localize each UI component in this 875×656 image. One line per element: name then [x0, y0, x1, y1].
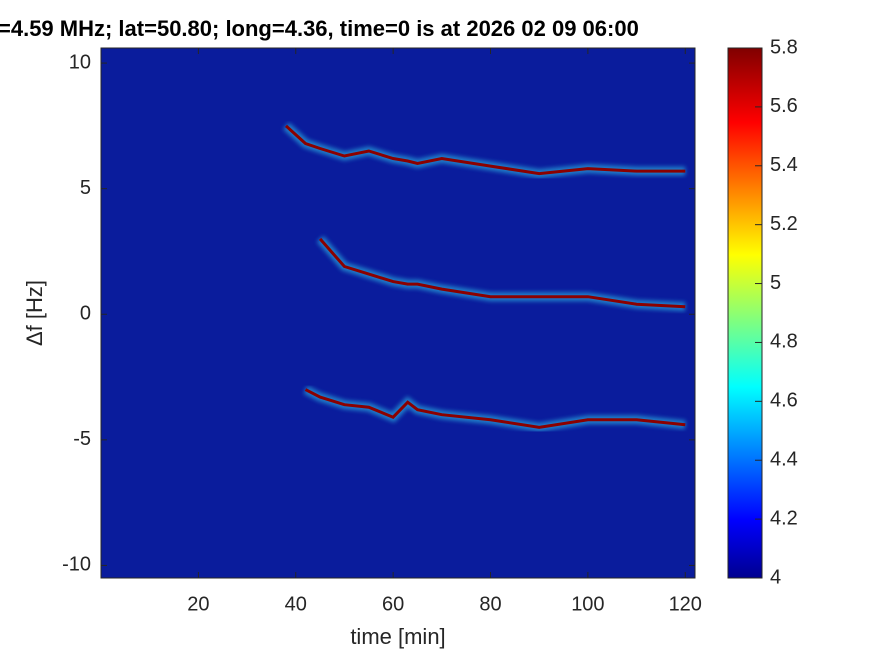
- trace: [284, 124, 686, 176]
- y-tick-label: 10: [69, 51, 91, 73]
- x-tick-label: 40: [285, 593, 307, 615]
- x-axis-label: time [min]: [350, 624, 445, 649]
- colorbar-tick-label: 4.6: [770, 390, 798, 412]
- colorbar-tick-label: 5.4: [770, 154, 798, 176]
- y-tick-label: -10: [62, 554, 91, 576]
- colorbar-tick-label: 4: [770, 566, 781, 588]
- x-tick-label: 120: [669, 593, 702, 615]
- x-tick-label: 60: [382, 593, 404, 615]
- axes-box: [100, 47, 696, 579]
- x-tick-label: 80: [479, 593, 501, 615]
- colorbar-tick-label: 4.4: [770, 449, 798, 471]
- colorbar-tick-label: 5.8: [770, 36, 798, 58]
- x-tick-label: 20: [187, 593, 209, 615]
- colorbar-tick-label: 5.2: [770, 213, 798, 235]
- colorbar-tick-label: 4.8: [770, 331, 798, 353]
- colorbar-tick-label: 4.2: [770, 507, 798, 529]
- plot-area: [101, 48, 695, 578]
- chart-title: =4.59 MHz; lat=50.80; long=4.36, time=0 …: [0, 16, 639, 41]
- y-tick-label: -5: [73, 428, 91, 450]
- trace: [318, 237, 686, 309]
- colorbar-tick-label: 5: [770, 272, 781, 294]
- colorbar-tick-label: 5.6: [770, 95, 798, 117]
- colorbar: [728, 48, 762, 578]
- y-tick-label: 5: [80, 177, 91, 199]
- colorbar-box: [727, 47, 763, 579]
- y-tick-label: 0: [80, 303, 91, 325]
- trace: [304, 388, 686, 429]
- y-axis-label: Δf [Hz]: [22, 280, 47, 346]
- x-tick-label: 100: [571, 593, 604, 615]
